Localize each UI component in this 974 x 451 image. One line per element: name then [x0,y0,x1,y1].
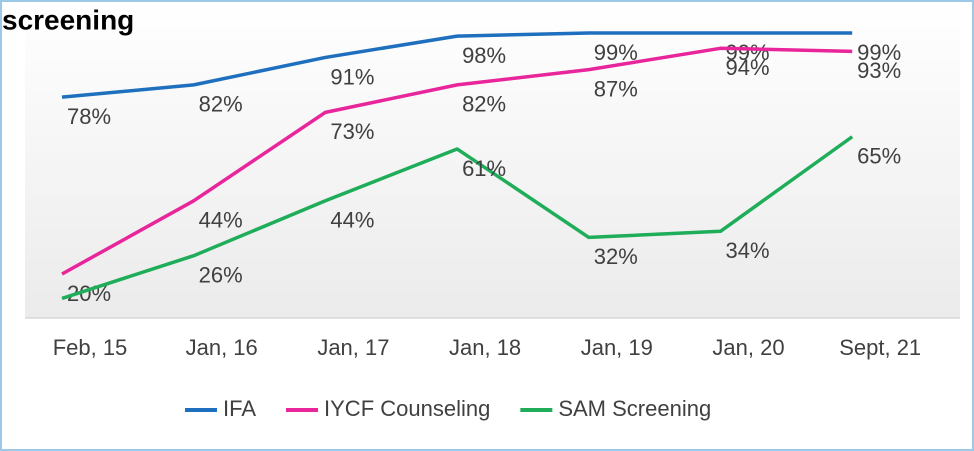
data-label: 32% [594,244,638,269]
chart-title: screening [2,4,134,35]
data-label: 44% [199,208,243,233]
x-tick-label: Feb, 15 [53,335,128,360]
legend-label: IFA [223,396,256,421]
legend-label: IYCF Counseling [324,396,490,421]
x-tick-label: Jan, 18 [449,335,521,360]
data-label: 99% [857,40,901,65]
data-label: 61% [462,156,506,181]
x-tick-label: Jan, 20 [712,335,784,360]
x-tick-label: Jan, 16 [186,335,258,360]
data-label: 26% [199,263,243,288]
plot-area [25,2,960,318]
data-label: 82% [462,92,506,117]
data-label: 91% [330,64,374,89]
data-label: 82% [199,92,243,117]
data-label: 99% [725,40,769,65]
x-tick-label: Jan, 19 [581,335,653,360]
series-line [61,46,853,276]
data-label: 93% [857,58,901,83]
data-label: 78% [67,104,111,129]
data-label: 98% [462,43,506,68]
data-label: 65% [857,144,901,169]
data-label: 99% [594,40,638,65]
x-tick-label: Sept, 21 [839,335,921,360]
data-label: 87% [594,76,638,101]
data-label: 34% [725,238,769,263]
data-label: 44% [330,208,374,233]
data-label: 94% [725,55,769,80]
series-line [61,135,854,301]
x-tick-label: Jan, 17 [317,335,389,360]
legend-label: SAM Screening [558,396,711,421]
series-line [61,31,853,99]
marks: Feb, 15 Jan, 16 Jan, 17 Jan, 18 Jan, 19 Jan, … [53,31,921,421]
data-label: 73% [330,119,374,144]
